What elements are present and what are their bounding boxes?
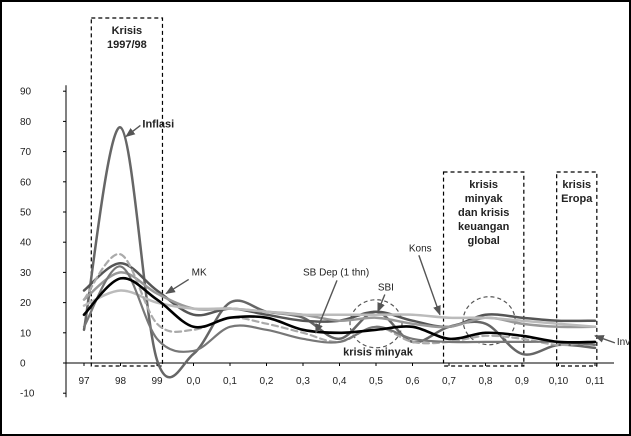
period-box-label: krisis	[562, 179, 591, 191]
x-tick-label: 0,7	[442, 376, 456, 387]
annotation-arrow	[418, 255, 441, 316]
series-line-6	[82, 265, 597, 353]
x-tick-label: 98	[115, 376, 127, 387]
y-tick-label: 20	[20, 298, 32, 309]
annotation-arrow	[315, 280, 338, 334]
period-box	[556, 171, 598, 367]
period-box-label: minyak	[465, 193, 504, 205]
period-box-label: 1997/98	[107, 39, 147, 51]
period-box	[90, 17, 164, 367]
annotation-arrow	[594, 335, 616, 344]
x-tick-label: 0,6	[406, 376, 420, 387]
x-tick-label: 0,5	[369, 376, 383, 387]
x-tick-label: 0,2	[260, 376, 274, 387]
x-tick-label: 99	[151, 376, 163, 387]
x-tick-label: 0,9	[515, 376, 529, 387]
period-box-label: global	[467, 235, 499, 247]
highlight-circle	[349, 299, 403, 349]
y-tick-label: 90	[20, 87, 32, 98]
x-tick-label: 0,10	[549, 376, 569, 387]
annotation-label: SB Dep (1 thn)	[303, 267, 369, 278]
annotation-label: Inv	[617, 337, 630, 348]
period-boxes: Krisis 1997/98 krisis minyak dan krisis keuan…	[90, 17, 598, 367]
period-box	[442, 171, 525, 367]
series-line-4	[82, 289, 597, 329]
y-tick-label: 50	[20, 208, 32, 219]
y-tick-label: -10	[20, 389, 35, 400]
annotation-label: SBI	[378, 283, 394, 294]
period-box-label: krisis	[469, 179, 498, 191]
series-lines	[82, 126, 597, 379]
period-box-label: Eropa	[561, 193, 593, 205]
annotations: Inflasi MK SB Dep (1 thn) SBI Kons Inv krisis …	[125, 118, 630, 358]
period-box-label: dan krisis	[458, 207, 509, 219]
y-tick-label: 40	[20, 238, 32, 249]
y-tick-label: 0	[20, 359, 26, 370]
annotation-label: MK	[192, 267, 207, 278]
x-tick-label: 0,8	[479, 376, 493, 387]
period-box-label: Krisis	[112, 25, 143, 37]
annotation-label: Kons	[409, 243, 432, 254]
x-tick-label: 0,0	[187, 376, 201, 387]
y-tick-label: 70	[20, 147, 32, 158]
period-box-label: keuangan	[458, 221, 510, 233]
x-tick-label: 97	[78, 376, 90, 387]
annotation-arrow	[377, 294, 386, 313]
annotation-arrow	[125, 124, 141, 138]
x-tick-label: 0,4	[333, 376, 347, 387]
annotation-label: Inflasi	[142, 118, 174, 130]
series-line-3	[82, 271, 597, 329]
y-tick-label: 30	[20, 268, 32, 279]
series-line-7	[82, 276, 597, 344]
y-tick-label: 60	[20, 177, 32, 188]
x-tick-label: 0,3	[296, 376, 310, 387]
y-tick-label: 80	[20, 117, 32, 128]
tick-labels: -10 0 10 20 30 40 50 60 70 80 90 97 98 99 0,0 0,1 0,2 0,3…	[20, 87, 605, 400]
y-tick-label: 10	[20, 328, 32, 339]
x-tick-label: 0,1	[223, 376, 237, 387]
annotation-arrow	[165, 278, 190, 295]
label-krisis-minyak: krisis minyak	[343, 346, 414, 358]
x-tick-label: 0,11	[586, 376, 605, 387]
series-line-5	[82, 253, 597, 347]
